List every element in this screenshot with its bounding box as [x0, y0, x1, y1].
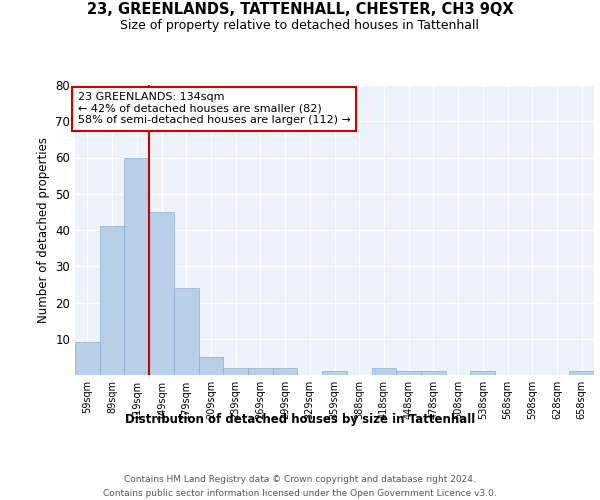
Text: Size of property relative to detached houses in Tattenhall: Size of property relative to detached ho… — [121, 18, 479, 32]
Bar — [124, 158, 149, 375]
Bar — [149, 212, 174, 375]
Bar — [421, 372, 446, 375]
Bar — [569, 372, 594, 375]
Bar — [174, 288, 199, 375]
Bar — [100, 226, 124, 375]
Bar — [223, 368, 248, 375]
Text: 23, GREENLANDS, TATTENHALL, CHESTER, CH3 9QX: 23, GREENLANDS, TATTENHALL, CHESTER, CH3… — [86, 2, 514, 18]
Text: 23 GREENLANDS: 134sqm
← 42% of detached houses are smaller (82)
58% of semi-deta: 23 GREENLANDS: 134sqm ← 42% of detached … — [77, 92, 350, 126]
Bar — [322, 372, 347, 375]
Text: Distribution of detached houses by size in Tattenhall: Distribution of detached houses by size … — [125, 412, 475, 426]
Bar — [273, 368, 298, 375]
Bar — [199, 357, 223, 375]
Bar — [371, 368, 396, 375]
Text: Contains HM Land Registry data © Crown copyright and database right 2024.
Contai: Contains HM Land Registry data © Crown c… — [103, 476, 497, 498]
Bar — [75, 342, 100, 375]
Bar — [470, 372, 495, 375]
Bar — [396, 372, 421, 375]
Y-axis label: Number of detached properties: Number of detached properties — [37, 137, 50, 323]
Bar — [248, 368, 273, 375]
